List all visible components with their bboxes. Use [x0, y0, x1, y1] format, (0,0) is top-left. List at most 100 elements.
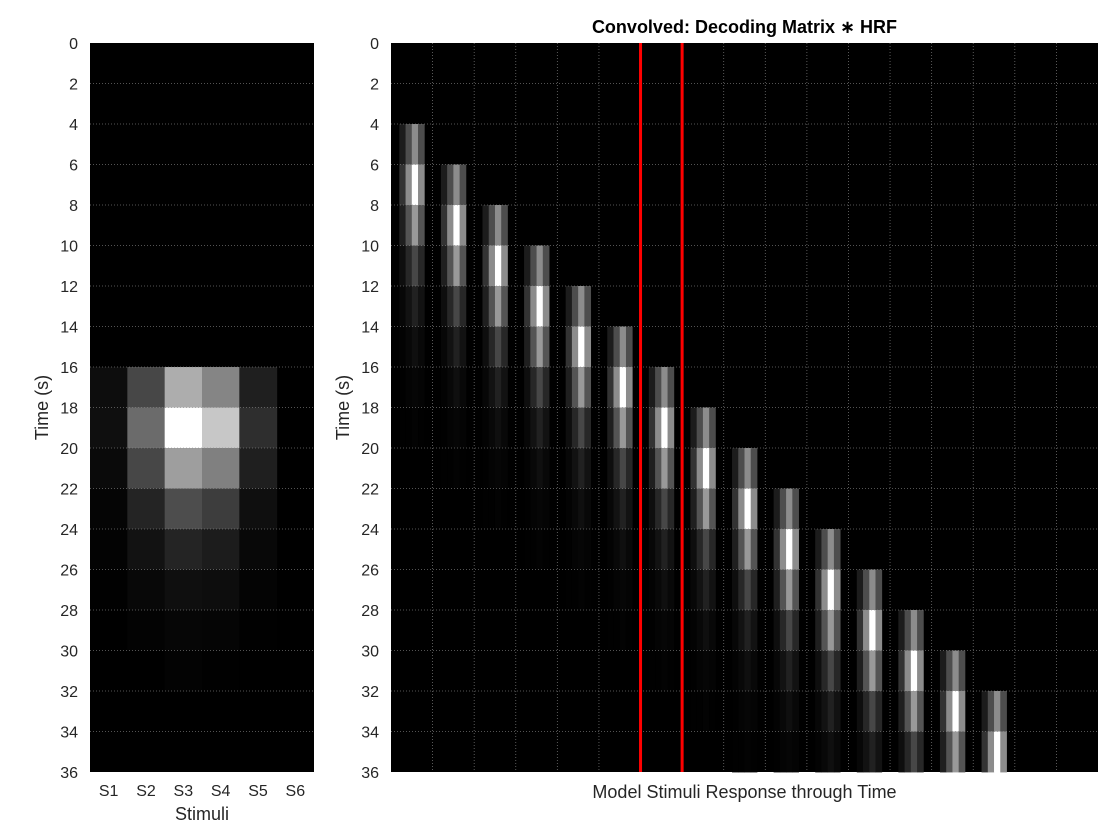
heatmap-cell	[994, 731, 1001, 773]
y-tick-label: 0	[370, 36, 379, 53]
heatmap-cell	[939, 650, 947, 692]
heatmap-cell	[869, 731, 876, 773]
heatmap-cell	[786, 731, 793, 773]
heatmap-cell	[786, 610, 793, 651]
heatmap-cell	[821, 610, 829, 651]
heatmap-cell	[619, 326, 627, 368]
heatmap-cell	[494, 286, 502, 327]
heatmap-cell	[542, 529, 550, 570]
heatmap-cell	[856, 569, 864, 611]
heatmap-cell	[411, 205, 419, 246]
heatmap-cell	[709, 650, 716, 692]
heatmap-cell	[453, 326, 461, 368]
heatmap-cell	[411, 245, 419, 287]
heatmap-cell	[875, 691, 883, 732]
heatmap-cell	[958, 731, 966, 773]
heatmap-cell	[690, 650, 698, 692]
y-tick-label: 4	[370, 117, 379, 134]
heatmap-cell	[482, 205, 490, 246]
heatmap-cell	[898, 650, 906, 692]
heatmap-cell	[613, 488, 621, 530]
heatmap-cell	[607, 367, 614, 408]
heatmap-cell	[786, 488, 793, 530]
x-tick-label: S3	[174, 783, 194, 800]
heatmap-cell	[863, 569, 870, 611]
heatmap-cell	[738, 569, 745, 611]
heatmap-cell	[821, 691, 829, 732]
heatmap-cell	[1000, 691, 1007, 732]
heatmap-cell	[738, 691, 745, 732]
heatmap-cell	[584, 326, 592, 368]
heatmap-cell	[648, 488, 656, 530]
heatmap-cell	[773, 569, 781, 611]
heatmap-cell	[482, 326, 490, 368]
heatmap-cell	[827, 691, 835, 732]
heatmap-cell	[399, 124, 406, 165]
heatmap-cell	[655, 650, 662, 692]
heatmap-cell	[524, 488, 531, 530]
y-tick-label: 12	[60, 279, 78, 296]
y-tick-label: 30	[60, 644, 78, 661]
y-tick-label: 24	[361, 522, 379, 539]
heatmap-cell	[578, 488, 585, 530]
heatmap-cell	[619, 529, 627, 570]
heatmap-cell	[661, 569, 668, 611]
heatmap-cell	[542, 488, 550, 530]
heatmap-cell	[127, 488, 166, 530]
heatmap-cell	[542, 448, 550, 489]
heatmap-cell	[661, 367, 668, 408]
heatmap-cell	[482, 407, 490, 449]
heatmap-cell	[411, 286, 419, 327]
heatmap-cell	[696, 691, 704, 732]
heatmap-cell	[667, 488, 675, 530]
heatmap-cell	[709, 610, 716, 651]
heatmap-cell	[815, 731, 822, 773]
heatmap-cell	[418, 367, 425, 408]
heatmap-cell	[744, 731, 752, 773]
heatmap-cell	[863, 691, 870, 732]
heatmap-cell	[709, 691, 716, 732]
heatmap-cell	[164, 529, 203, 570]
heatmap-cell	[565, 448, 573, 489]
heatmap-cell	[536, 326, 544, 368]
heatmap-cell	[958, 650, 966, 692]
y-tick-label: 18	[60, 401, 78, 418]
heatmap-cell	[447, 164, 454, 206]
heatmap-cell	[239, 448, 278, 489]
y-tick-label: 18	[361, 401, 379, 418]
heatmap-cell	[488, 205, 496, 246]
heatmap-cell	[625, 488, 633, 530]
heatmap-cell	[164, 367, 203, 408]
heatmap-cell	[524, 367, 531, 408]
heatmap-cell	[571, 529, 579, 570]
heatmap-cell	[239, 610, 278, 651]
heatmap-cell	[530, 286, 537, 327]
heatmap-cell	[482, 488, 490, 530]
heatmap-cell	[696, 569, 704, 611]
y-tick-label: 28	[60, 603, 78, 620]
heatmap-cell	[939, 731, 947, 773]
heatmap-cell	[239, 488, 278, 530]
heatmap-cell	[418, 326, 425, 368]
heatmap-cell	[613, 326, 621, 368]
heatmap-cell	[655, 610, 662, 651]
y-tick-label: 22	[361, 482, 379, 499]
heatmap-cell	[411, 124, 419, 165]
heatmap-cell	[619, 488, 627, 530]
heatmap-cell	[542, 407, 550, 449]
heatmap-cell	[405, 407, 413, 449]
heatmap-cell	[530, 529, 537, 570]
heatmap-cell	[542, 326, 550, 368]
heatmap-cell	[565, 569, 573, 611]
heatmap-cell	[709, 569, 716, 611]
heatmap-cell	[625, 326, 633, 368]
heatmap-cell	[779, 488, 787, 530]
heatmap-cell	[690, 407, 698, 449]
heatmap-cell	[530, 367, 537, 408]
heatmap-cell	[815, 650, 822, 692]
heatmap-cell	[786, 691, 793, 732]
heatmap-cell	[571, 488, 579, 530]
heatmap-cell	[690, 448, 698, 489]
heatmap-cell	[440, 245, 448, 287]
heatmap-cell	[418, 407, 425, 449]
